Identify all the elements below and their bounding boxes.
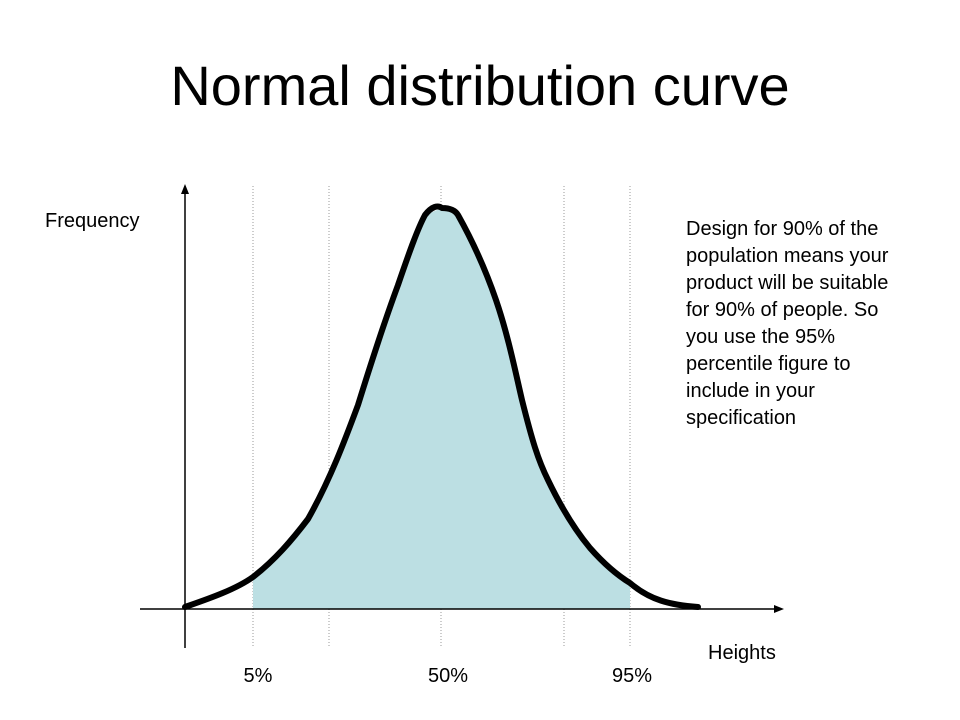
percentile-label-95: 95% [611, 665, 653, 687]
percentile-label-50: 50% [427, 665, 469, 687]
bell-curve [182, 203, 701, 610]
page-title: Normal distribution curve [170, 54, 790, 117]
x-axis-label: Heights [708, 642, 776, 664]
y-axis-label: Frequency [45, 210, 140, 232]
percentile-label-5: 5% [243, 665, 273, 687]
design-annotation: Design for 90% of the population means y… [686, 218, 889, 429]
shaded-90pct-region [253, 208, 630, 609]
y-axis-arrow [181, 184, 189, 194]
x-axis-arrow [774, 605, 784, 613]
